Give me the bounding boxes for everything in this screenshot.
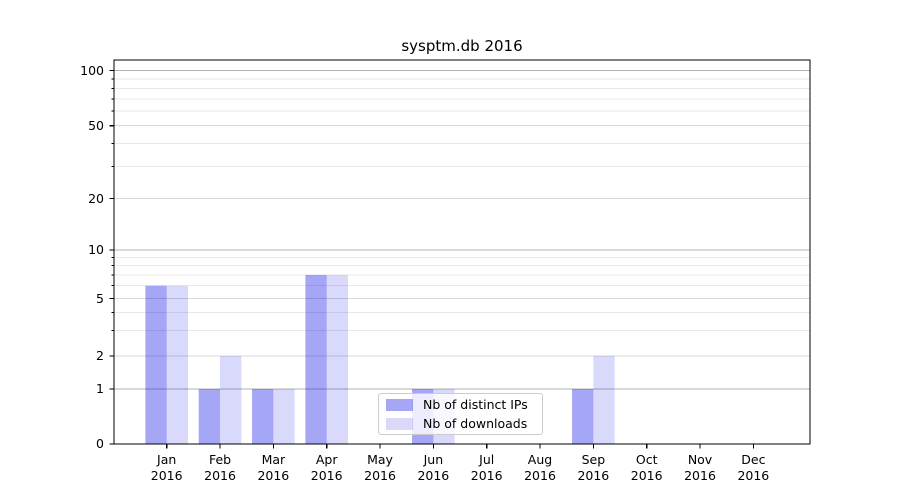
legend-item-downloads: Nb of downloads [386,415,535,431]
x-tick-label: Apr 2016 [310,452,343,483]
bar-downloads-mar [273,389,295,444]
legend: Nb of distinct IPs Nb of downloads [378,393,543,435]
plot-border [113,59,811,445]
bar-ips-apr [305,274,327,444]
x-tick-label: Jul 2016 [470,452,503,483]
y-tick-label: 10 [88,242,104,257]
bar-downloads-apr [326,274,348,444]
bar-ips-feb [198,389,221,444]
legend-swatch-distinct-ips [386,398,413,411]
y-tick-label: 1 [96,381,104,396]
legend-swatch-downloads [386,417,413,430]
legend-label-downloads: Nb of downloads [423,415,528,431]
bar-downloads-feb [220,356,242,444]
legend-label-distinct-ips: Nb of distinct IPs [423,396,528,412]
x-tick-label: Aug 2016 [524,452,556,483]
x-tick-label: Feb 2016 [204,452,236,483]
y-tick-label: 5 [96,290,104,306]
y-tick-label: 20 [88,190,104,206]
y-tick-label: 2 [96,348,104,363]
y-tick-label: 100 [80,62,104,78]
bar-ips-sep [572,389,594,444]
bar-downloads-jan [166,285,188,444]
y-tick-label: 0 [96,436,104,451]
bar-ips-mar [252,389,274,444]
x-tick-label: May 2016 [364,452,396,483]
x-tick-label: Sep 2016 [577,452,610,483]
chart-title: sysptm.db 2016 [401,37,523,55]
x-tick-label: Nov 2016 [684,452,716,483]
x-tick-label: Mar 2016 [257,452,290,483]
x-tick-label: Dec 2016 [737,452,770,483]
x-tick-label: Oct 2016 [630,452,663,483]
bar-downloads-sep [593,356,615,444]
legend-item-distinct-ips: Nb of distinct IPs [386,396,535,412]
x-tick-label: Jan 2016 [150,452,183,483]
bar-ips-jan [145,285,167,444]
x-tick-label: Jun 2016 [417,452,450,483]
y-tick-label: 50 [88,117,104,133]
